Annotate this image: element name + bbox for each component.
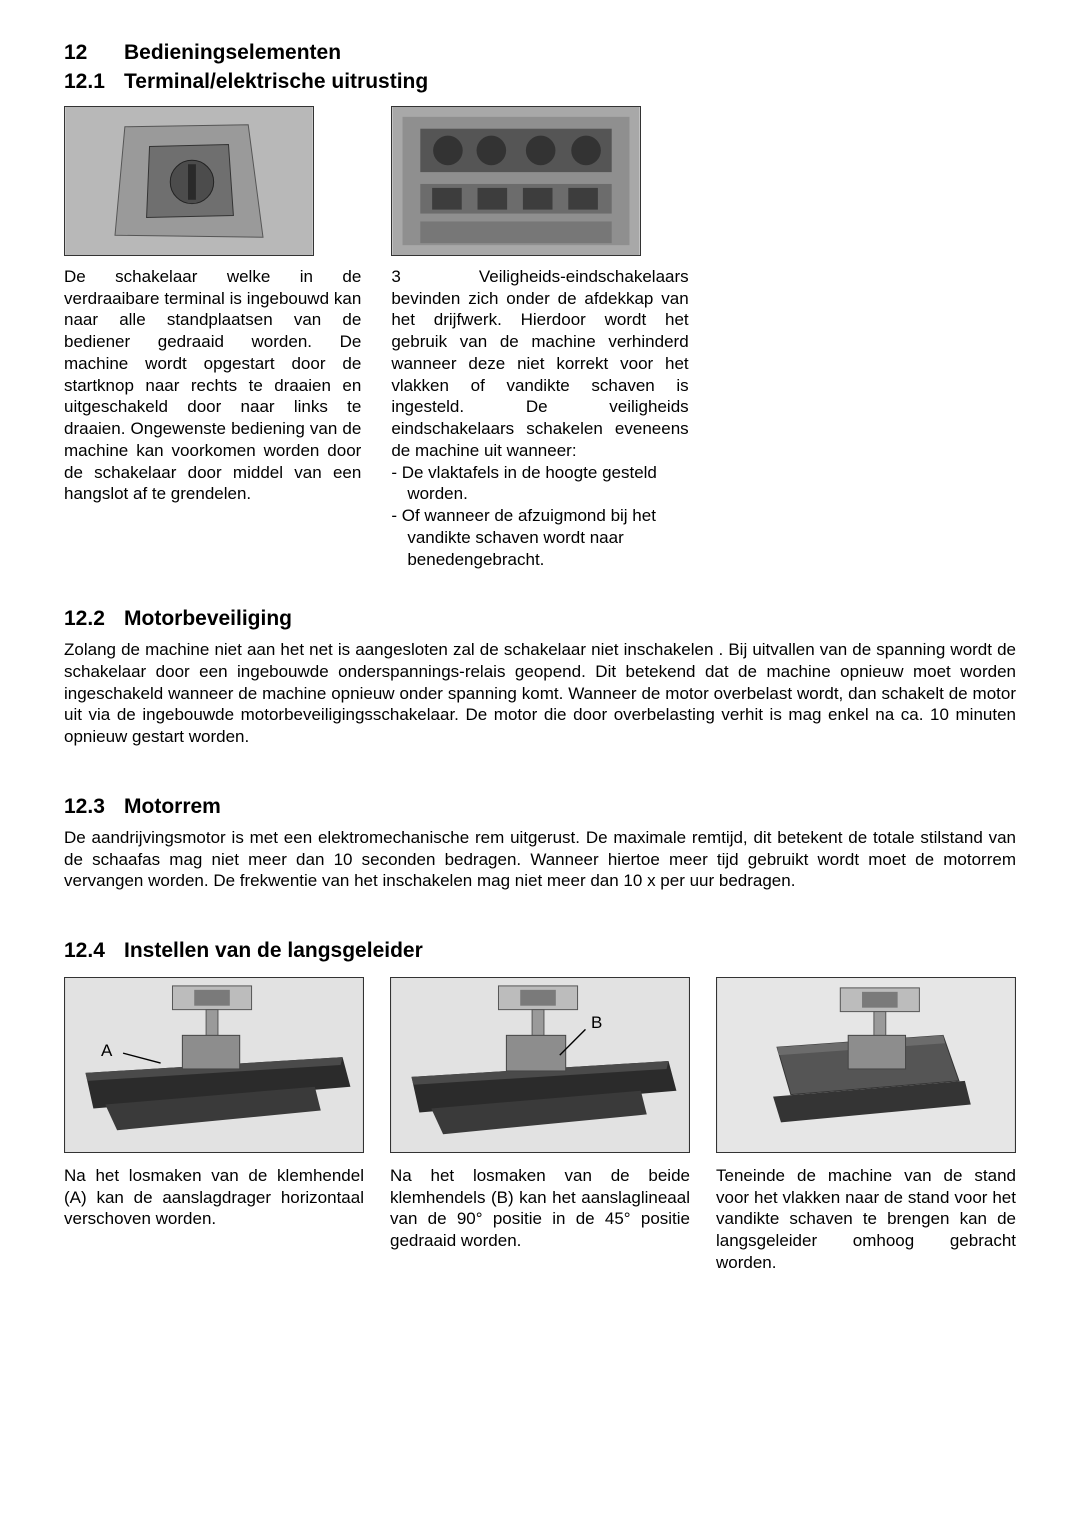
heading-12-num: 12	[64, 40, 124, 67]
figure-12-4-a-svg	[65, 978, 363, 1152]
heading-12-title: Bedieningselementen	[124, 41, 341, 64]
section-12-4-col-2: B Na het losmaken van de beide klemhende…	[390, 977, 690, 1274]
heading-12-3-num: 12.3	[64, 794, 124, 821]
section-12-1-col-2: 3 Veiligheids-eindschakelaars bevinden z…	[391, 106, 688, 571]
heading-12-3: 12.3Motorrem	[64, 794, 1016, 821]
heading-12-4: 12.4Instellen van de langsgeleider	[64, 938, 1016, 965]
section-12-4-col-2-text: Na het losmaken van de beide klemhendels…	[390, 1165, 690, 1252]
section-12-1-col-1: De schakelaar welke in de verdraaibare t…	[64, 106, 361, 571]
section-12-1-col-2-li-2: Of wanneer de afzuigmond bij het vandikt…	[391, 505, 688, 570]
heading-12-1-num: 12.1	[64, 69, 124, 96]
figure-12-4-b-label: B	[591, 1012, 602, 1034]
figure-terminal-switch	[64, 106, 314, 256]
section-12-4-col-1: A Na het losmaken van de klemhendel (A) …	[64, 977, 364, 1274]
section-12-3: 12.3Motorrem De aandrijvingsmotor is met…	[64, 794, 1016, 892]
figure-12-4-b-svg	[391, 978, 689, 1152]
heading-12-3-title: Motorrem	[124, 795, 221, 818]
section-12-4-col-1-text: Na het losmaken van de klemhendel (A) ka…	[64, 1165, 364, 1230]
figure-12-4-b: B	[390, 977, 690, 1153]
section-12-4: 12.4Instellen van de langsgeleider A Na …	[64, 938, 1016, 1274]
section-12-1-col-2-text: 3 Veiligheids-eindschakelaars bevinden z…	[391, 266, 688, 462]
section-12-1-col-2-li-1: De vlaktafels in de hoogte gesteld worde…	[391, 462, 688, 506]
section-12-3-text: De aandrijvingsmotor is met een elektrom…	[64, 827, 1016, 892]
figure-terminal-switch-svg	[65, 107, 313, 255]
section-12-1-columns: De schakelaar welke in de verdraaibare t…	[64, 106, 1016, 571]
section-12-4-col-3-text: Teneinde de machine van de stand voor he…	[716, 1165, 1016, 1274]
heading-12-2: 12.2Motorbeveiliging	[64, 606, 1016, 633]
heading-12-1: 12.1Terminal/elektrische uitrusting	[64, 69, 1016, 96]
figure-12-4-a-label: A	[101, 1040, 112, 1062]
section-12-1-col-3-empty	[719, 106, 1016, 571]
heading-12-2-title: Motorbeveiliging	[124, 607, 292, 630]
figure-safety-switches-svg	[392, 107, 640, 255]
heading-12-4-num: 12.4	[64, 938, 124, 965]
section-12-1-col-2-list: De vlaktafels in de hoogte gesteld worde…	[391, 462, 688, 571]
section-12-2-text: Zolang de machine niet aan het net is aa…	[64, 639, 1016, 748]
section-12-1-col-1-text: De schakelaar welke in de verdraaibare t…	[64, 266, 361, 505]
heading-12-1-title: Terminal/elektrische uitrusting	[124, 70, 428, 93]
figure-12-4-a: A	[64, 977, 364, 1153]
section-12-2: 12.2Motorbeveiliging Zolang de machine n…	[64, 606, 1016, 748]
heading-12: 12Bedieningselementen	[64, 40, 1016, 67]
heading-12-2-num: 12.2	[64, 606, 124, 633]
figure-12-4-c-svg	[717, 978, 1015, 1152]
figure-12-4-c	[716, 977, 1016, 1153]
section-12-4-col-3: Teneinde de machine van de stand voor he…	[716, 977, 1016, 1274]
figure-safety-switches	[391, 106, 641, 256]
section-12-4-columns: A Na het losmaken van de klemhendel (A) …	[64, 977, 1016, 1274]
heading-12-4-title: Instellen van de langsgeleider	[124, 939, 423, 962]
